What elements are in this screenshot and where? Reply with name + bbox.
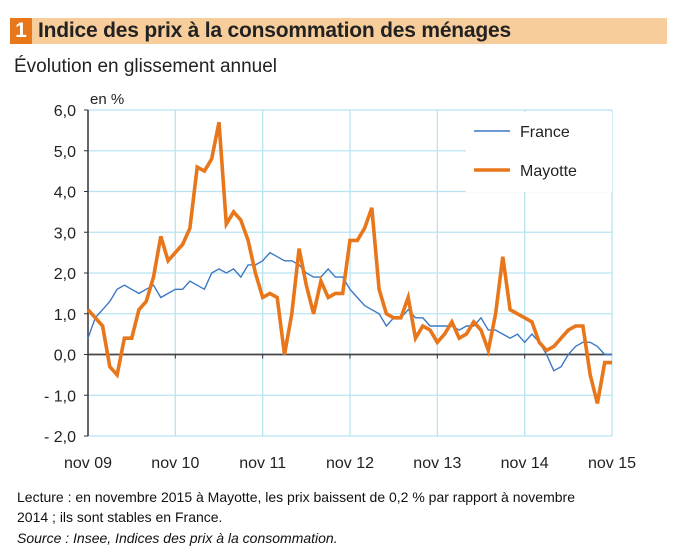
x-tick-label: nov 13 [413, 455, 461, 472]
y-tick-label: - 2,0 [44, 429, 76, 446]
figure-number: 1 [10, 18, 32, 44]
lecture-line-1: Lecture : en novembre 2015 à Mayotte, le… [17, 489, 575, 505]
y-tick-label: 5,0 [54, 144, 76, 161]
x-tick-label: nov 10 [151, 455, 199, 472]
series-line-mayotte [86, 121, 612, 404]
axes: 6,0 5,0 4,0 3,0 2,0 1,0 0,0 - 1,0 - 2,0 nov 09 nov… [44, 91, 636, 472]
y-tick-label: 3,0 [54, 225, 76, 242]
x-tick-label: nov 09 [64, 455, 112, 472]
legend: France Mayotte [466, 112, 612, 192]
y-tick-label: 4,0 [54, 185, 76, 202]
title-bar: 1 Indice des prix à la consommation des … [10, 18, 667, 44]
source-note: Source : Insee, Indices des prix à la co… [17, 530, 338, 546]
chart-subtitle: Évolution en glissement annuel [14, 56, 278, 77]
x-tick-label: nov 12 [326, 455, 374, 472]
y-tick-label: 0,0 [54, 348, 76, 365]
y-tick-label: 2,0 [54, 266, 76, 283]
y-tick-label: 6,0 [54, 103, 76, 120]
line-chart: 6,0 5,0 4,0 3,0 2,0 1,0 0,0 - 1,0 - 2,0 nov 09 nov… [44, 91, 636, 472]
series-line-france [87, 251, 612, 372]
y-tick-label: 1,0 [54, 307, 76, 324]
y-axis-unit-label: en % [90, 91, 124, 108]
x-tick-label: nov 11 [239, 455, 286, 472]
chart-title: Indice des prix à la consommation des mé… [38, 19, 511, 42]
x-tick-label: nov 14 [501, 455, 549, 472]
x-tick-label: nov 15 [588, 455, 636, 472]
lecture-line-2: 2014 ; ils sont stables en France. [17, 509, 223, 525]
series-lines [86, 121, 612, 404]
y-tick-label: - 1,0 [44, 388, 76, 405]
legend-label-mayotte: Mayotte [520, 163, 577, 180]
legend-label-france: France [520, 124, 570, 141]
legend-box [466, 112, 612, 192]
